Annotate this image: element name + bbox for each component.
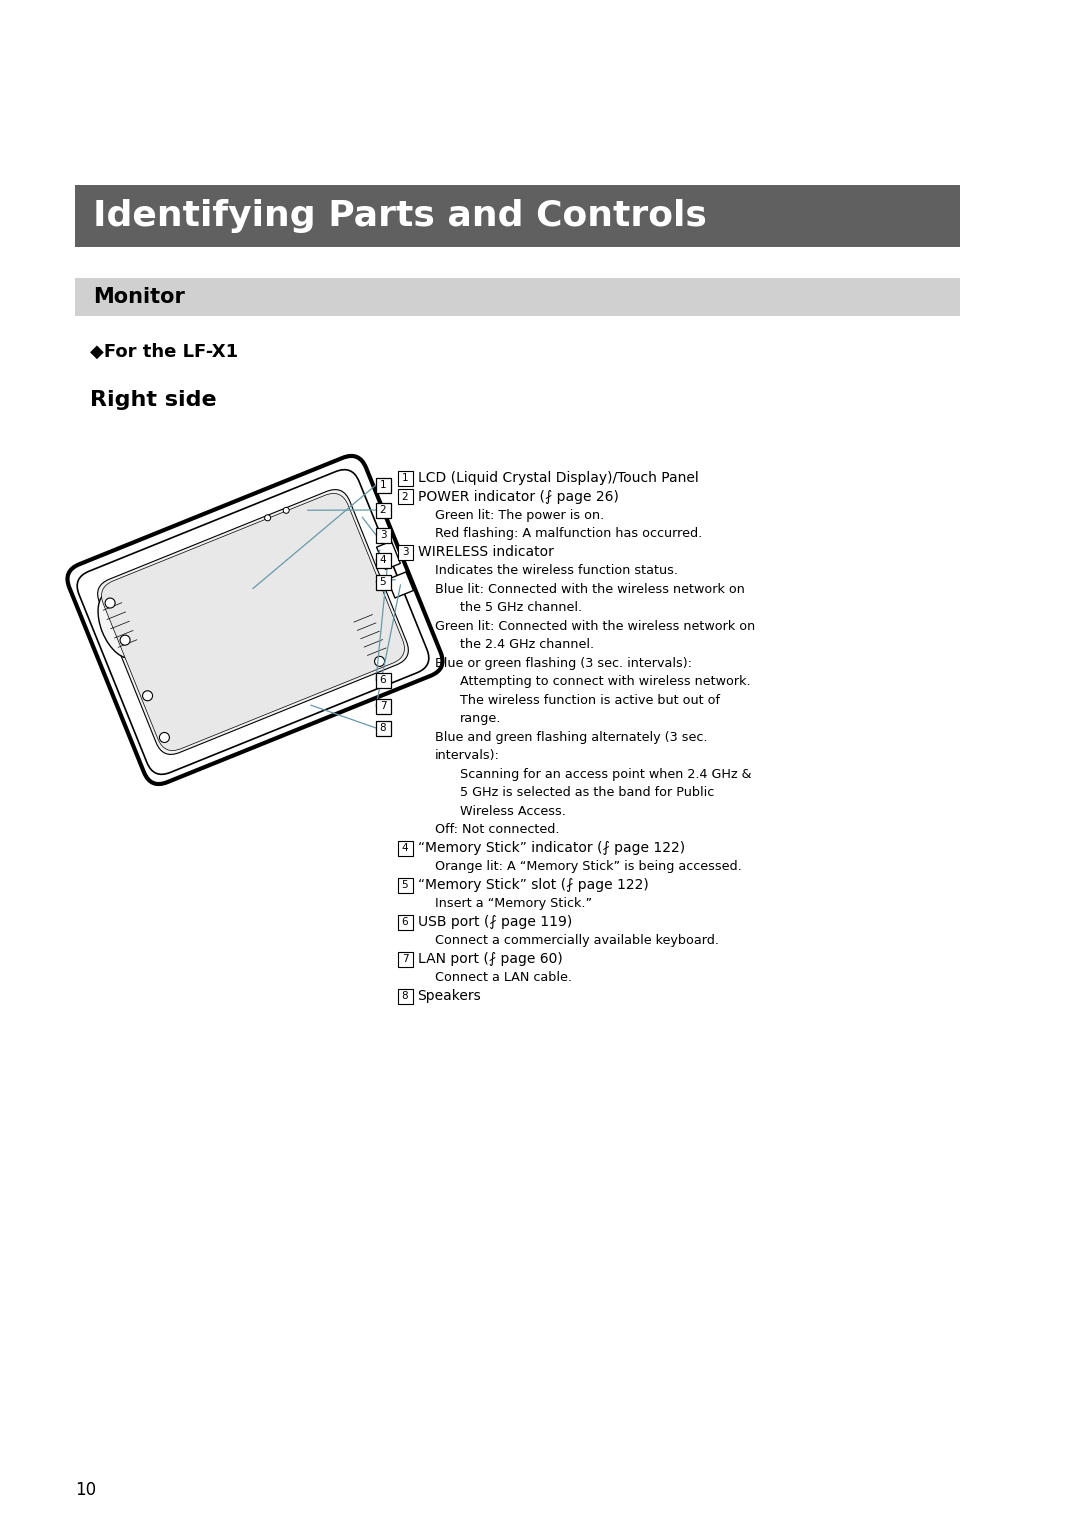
Bar xyxy=(376,553,391,567)
Bar xyxy=(397,840,413,856)
Text: “Memory Stick” slot (⨏ page 122): “Memory Stick” slot (⨏ page 122) xyxy=(418,879,648,892)
Text: 2: 2 xyxy=(380,504,387,515)
Bar xyxy=(397,952,413,967)
Bar xyxy=(397,877,413,892)
Text: 1: 1 xyxy=(402,474,408,483)
Bar xyxy=(75,278,960,316)
Circle shape xyxy=(143,691,152,701)
Text: 8: 8 xyxy=(402,992,408,1001)
Text: “Memory Stick” indicator (⨏ page 122): “Memory Stick” indicator (⨏ page 122) xyxy=(418,840,685,856)
Text: range.: range. xyxy=(460,712,501,724)
Bar xyxy=(376,698,391,714)
Circle shape xyxy=(375,657,384,666)
Text: 5: 5 xyxy=(380,578,387,587)
Circle shape xyxy=(105,597,116,608)
FancyBboxPatch shape xyxy=(388,571,414,597)
Text: 7: 7 xyxy=(380,701,387,711)
Text: Connect a commercially available keyboard.: Connect a commercially available keyboar… xyxy=(435,934,719,947)
Text: the 2.4 GHz channel.: the 2.4 GHz channel. xyxy=(460,639,594,651)
Bar xyxy=(376,527,391,542)
Text: Attempting to connect with wireless network.: Attempting to connect with wireless netw… xyxy=(460,675,751,688)
Text: 3: 3 xyxy=(380,530,387,539)
Bar xyxy=(376,575,391,590)
Bar xyxy=(397,489,413,504)
Text: intervals):: intervals): xyxy=(435,749,500,762)
Text: Wireless Access.: Wireless Access. xyxy=(460,805,566,817)
Bar xyxy=(397,914,413,929)
Text: 4: 4 xyxy=(380,555,387,565)
Text: Blue or green flashing (3 sec. intervals):: Blue or green flashing (3 sec. intervals… xyxy=(435,657,692,669)
Text: The wireless function is active but out of: The wireless function is active but out … xyxy=(460,694,720,706)
Text: Green lit: The power is on.: Green lit: The power is on. xyxy=(435,509,604,521)
FancyBboxPatch shape xyxy=(77,469,429,775)
Bar xyxy=(376,721,391,735)
FancyBboxPatch shape xyxy=(67,455,443,784)
Text: Scanning for an access point when 2.4 GHz &: Scanning for an access point when 2.4 GH… xyxy=(460,767,752,781)
Text: 7: 7 xyxy=(402,953,408,964)
Text: Red flashing: A malfunction has occurred.: Red flashing: A malfunction has occurred… xyxy=(435,527,702,539)
Text: Orange lit: A “Memory Stick” is being accessed.: Orange lit: A “Memory Stick” is being ac… xyxy=(435,860,742,872)
Text: 3: 3 xyxy=(402,547,408,558)
Text: POWER indicator (⨏ page 26): POWER indicator (⨏ page 26) xyxy=(418,489,619,504)
Text: 2: 2 xyxy=(402,492,408,501)
Text: 4: 4 xyxy=(402,843,408,853)
Text: 6: 6 xyxy=(380,675,387,685)
Circle shape xyxy=(265,515,271,521)
Bar xyxy=(376,503,391,518)
Text: Green lit: Connected with the wireless network on: Green lit: Connected with the wireless n… xyxy=(435,619,755,633)
Bar xyxy=(75,185,960,248)
FancyBboxPatch shape xyxy=(97,489,408,755)
Text: 5 GHz is selected as the band for Public: 5 GHz is selected as the band for Public xyxy=(460,785,714,799)
Text: Blue lit: Connected with the wireless network on: Blue lit: Connected with the wireless ne… xyxy=(435,582,745,596)
FancyBboxPatch shape xyxy=(102,494,405,750)
Text: Monitor: Monitor xyxy=(93,287,185,307)
Text: 8: 8 xyxy=(380,723,387,733)
Ellipse shape xyxy=(349,604,391,666)
Circle shape xyxy=(283,507,289,513)
Text: ◆For the LF-X1: ◆For the LF-X1 xyxy=(90,342,238,361)
Bar xyxy=(376,478,391,492)
Text: 1: 1 xyxy=(380,480,387,490)
Bar xyxy=(376,672,391,688)
Text: LCD (Liquid Crystal Display)/Touch Panel: LCD (Liquid Crystal Display)/Touch Panel xyxy=(418,471,699,484)
Text: Indicates the wireless function status.: Indicates the wireless function status. xyxy=(435,564,678,578)
Text: Connect a LAN cable.: Connect a LAN cable. xyxy=(435,970,572,984)
Text: the 5 GHz channel.: the 5 GHz channel. xyxy=(460,601,582,614)
Bar xyxy=(397,989,413,1004)
Ellipse shape xyxy=(98,591,141,659)
Bar xyxy=(397,471,413,486)
Text: WIRELESS indicator: WIRELESS indicator xyxy=(418,545,553,559)
Text: Insert a “Memory Stick.”: Insert a “Memory Stick.” xyxy=(435,897,592,911)
Text: Right side: Right side xyxy=(90,390,217,410)
FancyBboxPatch shape xyxy=(377,541,401,570)
Text: 10: 10 xyxy=(75,1481,96,1499)
Text: Off: Not connected.: Off: Not connected. xyxy=(435,824,559,836)
Text: 6: 6 xyxy=(402,917,408,927)
Text: USB port (⨏ page 119): USB port (⨏ page 119) xyxy=(418,915,571,929)
Text: LAN port (⨏ page 60): LAN port (⨏ page 60) xyxy=(418,952,563,966)
Text: Blue and green flashing alternately (3 sec.: Blue and green flashing alternately (3 s… xyxy=(435,730,707,744)
Circle shape xyxy=(160,732,170,743)
Circle shape xyxy=(120,636,130,645)
Text: Identifying Parts and Controls: Identifying Parts and Controls xyxy=(93,199,707,232)
Text: 5: 5 xyxy=(402,880,408,889)
Bar xyxy=(397,544,413,559)
Text: Speakers: Speakers xyxy=(418,989,482,1002)
